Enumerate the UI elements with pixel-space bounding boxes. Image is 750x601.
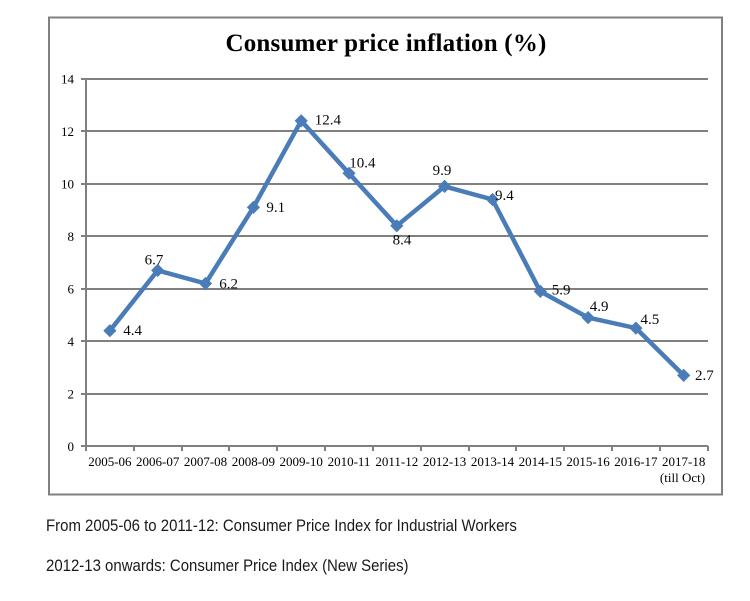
svg-text:8.4: 8.4 xyxy=(393,232,412,248)
svg-text:2011-12: 2011-12 xyxy=(375,454,418,469)
svg-text:9.9: 9.9 xyxy=(433,163,452,179)
svg-text:Consumer price inflation (%): Consumer price inflation (%) xyxy=(225,30,546,57)
svg-text:6.2: 6.2 xyxy=(219,276,238,292)
svg-text:2016-17: 2016-17 xyxy=(614,454,658,469)
svg-text:10: 10 xyxy=(61,176,74,191)
svg-text:(till Oct): (till Oct) xyxy=(660,470,705,485)
svg-text:2017-18: 2017-18 xyxy=(662,454,705,469)
svg-text:2: 2 xyxy=(68,386,75,401)
svg-text:2009-10: 2009-10 xyxy=(280,454,323,469)
svg-text:2005-06: 2005-06 xyxy=(88,454,132,469)
svg-text:12: 12 xyxy=(61,124,74,139)
svg-text:4.5: 4.5 xyxy=(641,312,660,328)
svg-text:14: 14 xyxy=(61,71,75,86)
svg-text:4.9: 4.9 xyxy=(590,299,609,315)
svg-text:2015-16: 2015-16 xyxy=(566,454,610,469)
svg-text:2007-08: 2007-08 xyxy=(184,454,227,469)
svg-text:6.7: 6.7 xyxy=(145,252,164,268)
svg-text:9.4: 9.4 xyxy=(495,188,514,204)
svg-text:12.4: 12.4 xyxy=(315,112,342,128)
svg-text:5.9: 5.9 xyxy=(552,283,571,299)
svg-text:2010-11: 2010-11 xyxy=(328,454,371,469)
svg-text:2.7: 2.7 xyxy=(695,368,714,384)
svg-text:0: 0 xyxy=(68,439,75,454)
svg-text:6: 6 xyxy=(68,281,75,296)
svg-text:2008-09: 2008-09 xyxy=(232,454,275,469)
svg-text:4: 4 xyxy=(68,334,75,349)
svg-text:4.4: 4.4 xyxy=(123,323,142,339)
svg-text:8: 8 xyxy=(68,229,75,244)
svg-text:2012-13: 2012-13 xyxy=(423,454,466,469)
svg-text:2006-07: 2006-07 xyxy=(136,454,180,469)
svg-text:2014-15: 2014-15 xyxy=(519,454,562,469)
svg-text:9.1: 9.1 xyxy=(266,200,285,216)
svg-text:2013-14: 2013-14 xyxy=(471,454,515,469)
svg-text:10.4: 10.4 xyxy=(349,156,376,172)
